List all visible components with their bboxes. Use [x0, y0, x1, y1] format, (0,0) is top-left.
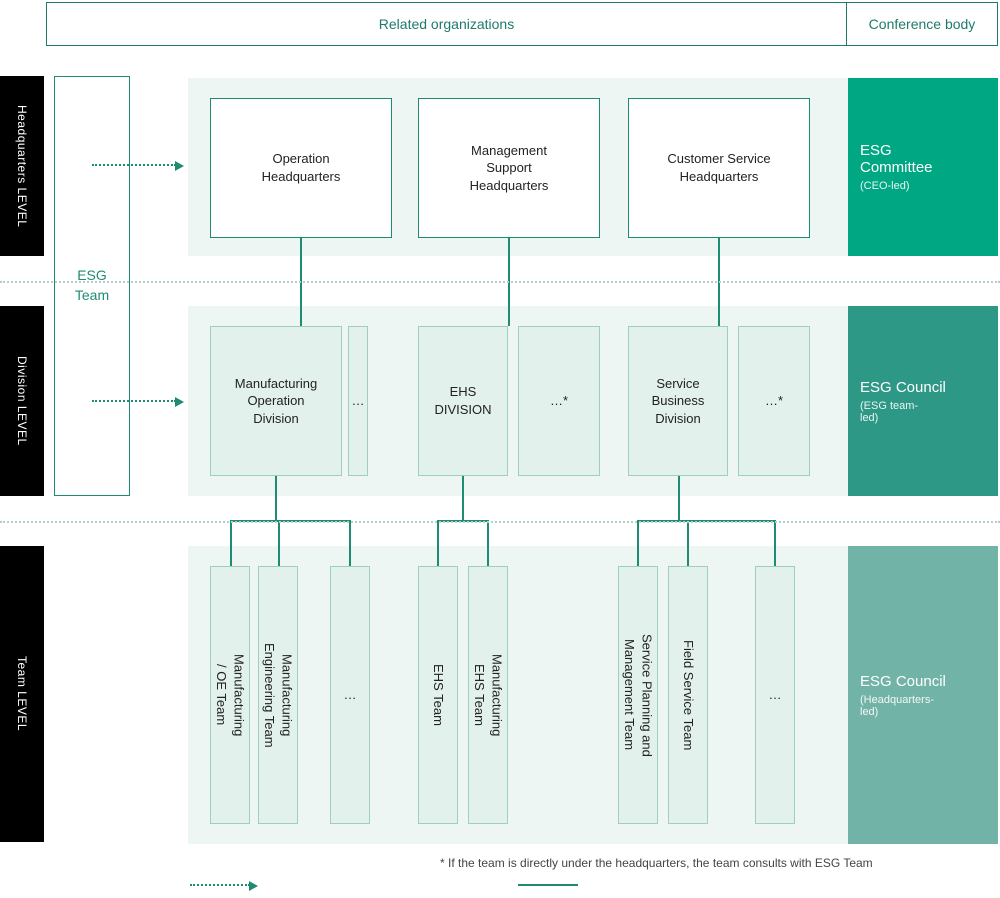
level-tab-headquarters: Headquarters LEVEL	[0, 76, 44, 256]
div-service-business: Service Business Division	[628, 326, 728, 476]
row-separator-2	[0, 521, 1000, 523]
connector	[687, 520, 689, 566]
connector	[275, 476, 277, 520]
connector	[230, 520, 232, 566]
team-manufacturing-ehs: Manufacturing EHS Team	[468, 566, 508, 824]
connector	[487, 520, 489, 566]
dotted-arrow-to-division	[92, 400, 176, 402]
level-tab-division: Division LEVEL	[0, 306, 44, 496]
level-tab-team: Team LEVEL	[0, 546, 44, 842]
connector	[437, 520, 439, 566]
div-manufacturing-more: …	[348, 326, 368, 476]
conf-esg-council-division: ESG Council (ESG team- led)	[848, 306, 998, 496]
team-g3-more: …	[755, 566, 795, 824]
div-ehs-more: …*	[518, 326, 600, 476]
team-manufacturing-oe: Manufacturing / OE Team	[210, 566, 250, 824]
conf-esg-council-team: ESG Council (Headquarters- led)	[848, 546, 998, 844]
team-manufacturing-engineering: Manufacturing Engineering Team	[258, 566, 298, 824]
header-related-orgs: Related organizations	[47, 3, 847, 45]
hq-management-support: Management Support Headquarters	[418, 98, 600, 238]
div-ehs: EHS DIVISION	[418, 326, 508, 476]
legend-solid-line	[518, 884, 578, 886]
hq-customer-service: Customer Service Headquarters	[628, 98, 810, 238]
team-ehs: EHS Team	[418, 566, 458, 824]
connector	[678, 476, 680, 520]
team-g1-more: …	[330, 566, 370, 824]
dotted-arrow-to-hq	[92, 164, 176, 166]
connector	[278, 520, 280, 566]
div-manufacturing-operation: Manufacturing Operation Division	[210, 326, 342, 476]
team-field-service: Field Service Team	[668, 566, 708, 824]
footnote: * If the team is directly under the head…	[440, 856, 873, 870]
legend-dotted-arrow	[190, 884, 250, 886]
connector	[462, 476, 464, 520]
conf-esg-committee: ESG Committee (CEO-led)	[848, 78, 998, 256]
row-separator-1	[0, 281, 1000, 283]
column-headers: Related organizations Conference body	[46, 2, 998, 46]
hq-operation: Operation Headquarters	[210, 98, 392, 238]
connector	[774, 520, 776, 566]
connector	[349, 520, 351, 566]
connector	[637, 520, 639, 566]
div-service-more: …*	[738, 326, 810, 476]
header-conference-body: Conference body	[847, 3, 997, 45]
esg-team-box: ESG Team	[54, 76, 130, 496]
team-service-planning-management: Service Planning and Management Team	[618, 566, 658, 824]
